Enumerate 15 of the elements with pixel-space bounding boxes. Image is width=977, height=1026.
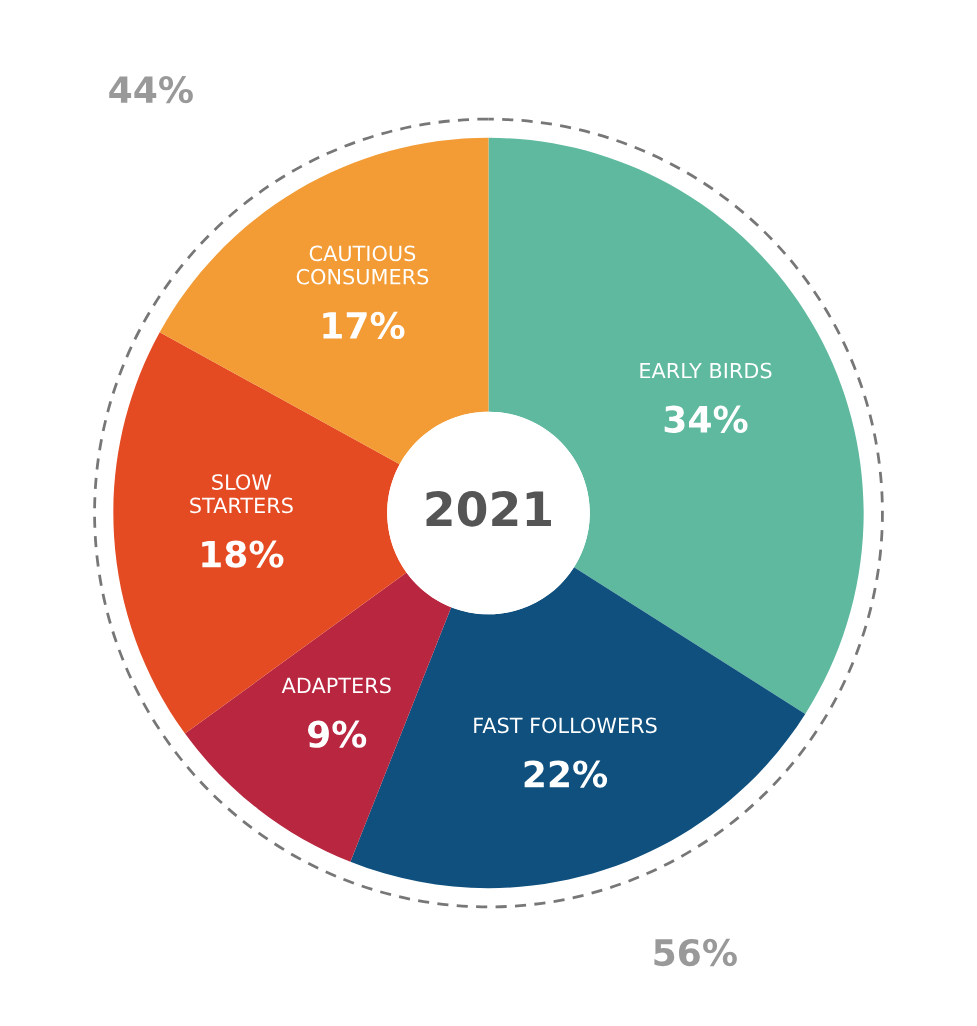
slice-label: ADAPTERS xyxy=(281,677,391,694)
text: 2021 xyxy=(426,490,551,527)
data-label: 22% xyxy=(524,760,608,788)
donut-slice xyxy=(184,572,452,862)
slice-label: CAUTIOUS CONSUMERS xyxy=(296,245,429,285)
slice-label: SLOW STARTERS xyxy=(190,474,293,514)
slice-label: EARLY BIRDS xyxy=(640,362,772,379)
data-label: 18% xyxy=(202,540,284,568)
text: 44% xyxy=(109,75,193,104)
text: 56% xyxy=(654,938,737,967)
data-label: 17% xyxy=(323,311,405,340)
donut-slice xyxy=(159,137,489,465)
data-label: 9% xyxy=(307,720,367,748)
data-label: 34% xyxy=(664,405,748,433)
slice-label: FAST FOLLOWERS xyxy=(474,717,657,734)
